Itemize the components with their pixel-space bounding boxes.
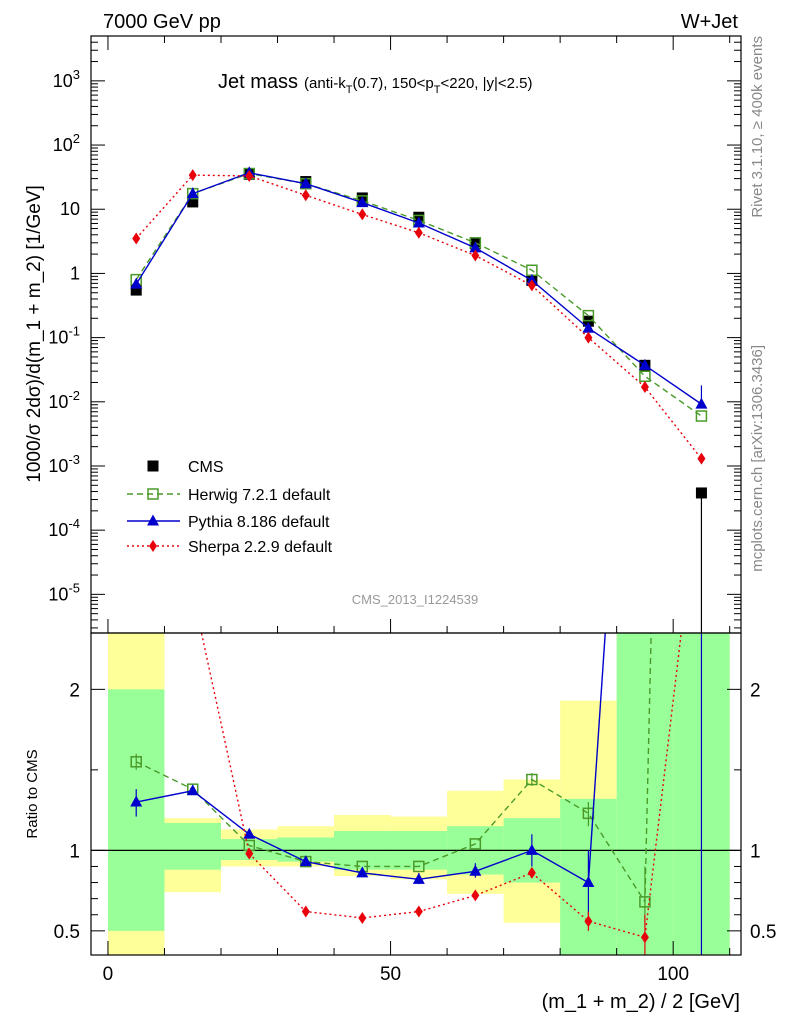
legend: CMS Herwig 7.2.1 default Pythia 8.186 defa… <box>127 459 333 556</box>
series-line-main <box>135 172 702 417</box>
legend-marker <box>149 540 157 552</box>
data-point-main <box>695 410 708 422</box>
x-axis-label: (m_1 + m_2) / 2 [GeV] <box>542 991 740 1013</box>
series-line-main <box>135 172 702 405</box>
x-tick-label: 50 <box>380 964 401 985</box>
data-point-main <box>471 249 480 262</box>
series-line-ratio <box>135 633 652 905</box>
chart-title: Jet mass (anti-kT(0.7), 150<pT<220, |y|<2… <box>218 71 533 96</box>
ratio-y-axis-label: Ratio to CMS <box>24 749 41 838</box>
y-tick-label: 10-2 <box>48 388 80 412</box>
data-point-main <box>640 381 649 394</box>
ratio-tick-label-right: 0.5 <box>750 922 776 943</box>
axes-ticks: 0 50 100 10-5 10-4 10-3 10-2 10-1 1 10 102 103 0.5 0.… <box>48 35 776 985</box>
mcplots-label: mcplots.cern.ch [arXiv:1306.3436] <box>749 345 766 572</box>
data-point-main <box>356 196 369 208</box>
analysis-watermark: CMS_2013_I1224539 <box>352 592 479 607</box>
y-tick-label: 103 <box>53 67 80 91</box>
data-point-ratio <box>469 838 482 850</box>
data-point-ratio <box>414 905 423 918</box>
legend-label: CMS <box>188 459 224 476</box>
data-point-ratio <box>243 827 256 839</box>
legend-marker <box>147 460 159 472</box>
data-point-main <box>245 169 254 182</box>
data-point-main <box>527 279 536 292</box>
data-point-main <box>187 196 199 208</box>
data-point-main <box>584 331 593 344</box>
data-point-main <box>130 277 143 289</box>
data-point-main <box>582 321 595 333</box>
series-line-ratio <box>200 633 682 939</box>
data-point-main <box>697 452 706 465</box>
ratio-tick-label-right: 1 <box>750 841 761 862</box>
data-point-main <box>414 226 423 239</box>
data-point-ratio <box>413 860 425 873</box>
y-tick-label: 1 <box>70 263 80 283</box>
legend-marker <box>147 488 159 500</box>
ratio-panel-frame <box>90 632 742 956</box>
y-tick-label: 10-3 <box>48 452 80 476</box>
ratio-panel-series <box>130 633 703 955</box>
process-label: W+Jet <box>681 11 739 33</box>
data-point-ratio <box>527 866 536 879</box>
data-point-main <box>188 169 197 182</box>
data-point-main <box>130 284 142 296</box>
data-point-main <box>582 309 595 322</box>
rivet-version-label: Rivet 3.1.10, ≥ 400k events <box>749 36 766 218</box>
y-tick-label: 10-4 <box>48 516 80 540</box>
legend-label: Sherpa 2.2.9 default <box>188 539 333 556</box>
data-point-main <box>186 187 199 199</box>
data-point-main <box>358 208 367 221</box>
data-point-ratio <box>301 905 310 918</box>
y-tick-label: 10-1 <box>48 324 80 348</box>
legend-label: Pythia 8.186 default <box>188 514 330 531</box>
energy-label: 7000 GeV pp <box>103 11 221 33</box>
ratio-tick-label: 0.5 <box>54 922 80 943</box>
main-panel-series <box>130 166 708 633</box>
ratio-tick-label: 1 <box>69 841 80 862</box>
data-point-main <box>525 273 538 285</box>
y-tick-label: 102 <box>53 131 80 155</box>
data-point-ratio <box>186 784 199 796</box>
ratio-tick-label: 2 <box>69 680 80 701</box>
y-tick-label: 10-5 <box>48 580 80 604</box>
data-point-main <box>132 232 141 245</box>
x-tick-label: 0 <box>103 964 114 985</box>
data-point-ratio <box>245 847 254 860</box>
data-point-main <box>299 177 312 189</box>
legend-marker <box>147 514 159 526</box>
data-point-ratio <box>471 889 480 902</box>
legend-label: Herwig 7.2.1 default <box>188 487 331 504</box>
data-point-main <box>638 358 651 370</box>
data-point-main <box>469 241 482 253</box>
data-point-ratio <box>299 855 312 867</box>
y-tick-label: 10 <box>60 199 80 219</box>
x-tick-label: 100 <box>657 964 689 985</box>
data-point-main <box>301 189 310 202</box>
data-point-main <box>412 216 425 228</box>
data-point-ratio <box>356 866 369 878</box>
ratio-band-inner <box>164 822 221 870</box>
y-axis-label: 1000/σ 2dσ)/d(m_1 + m_2) [1/GeV] <box>24 185 45 483</box>
data-point-ratio <box>358 911 367 924</box>
ratio-tick-label-right: 2 <box>750 680 761 701</box>
